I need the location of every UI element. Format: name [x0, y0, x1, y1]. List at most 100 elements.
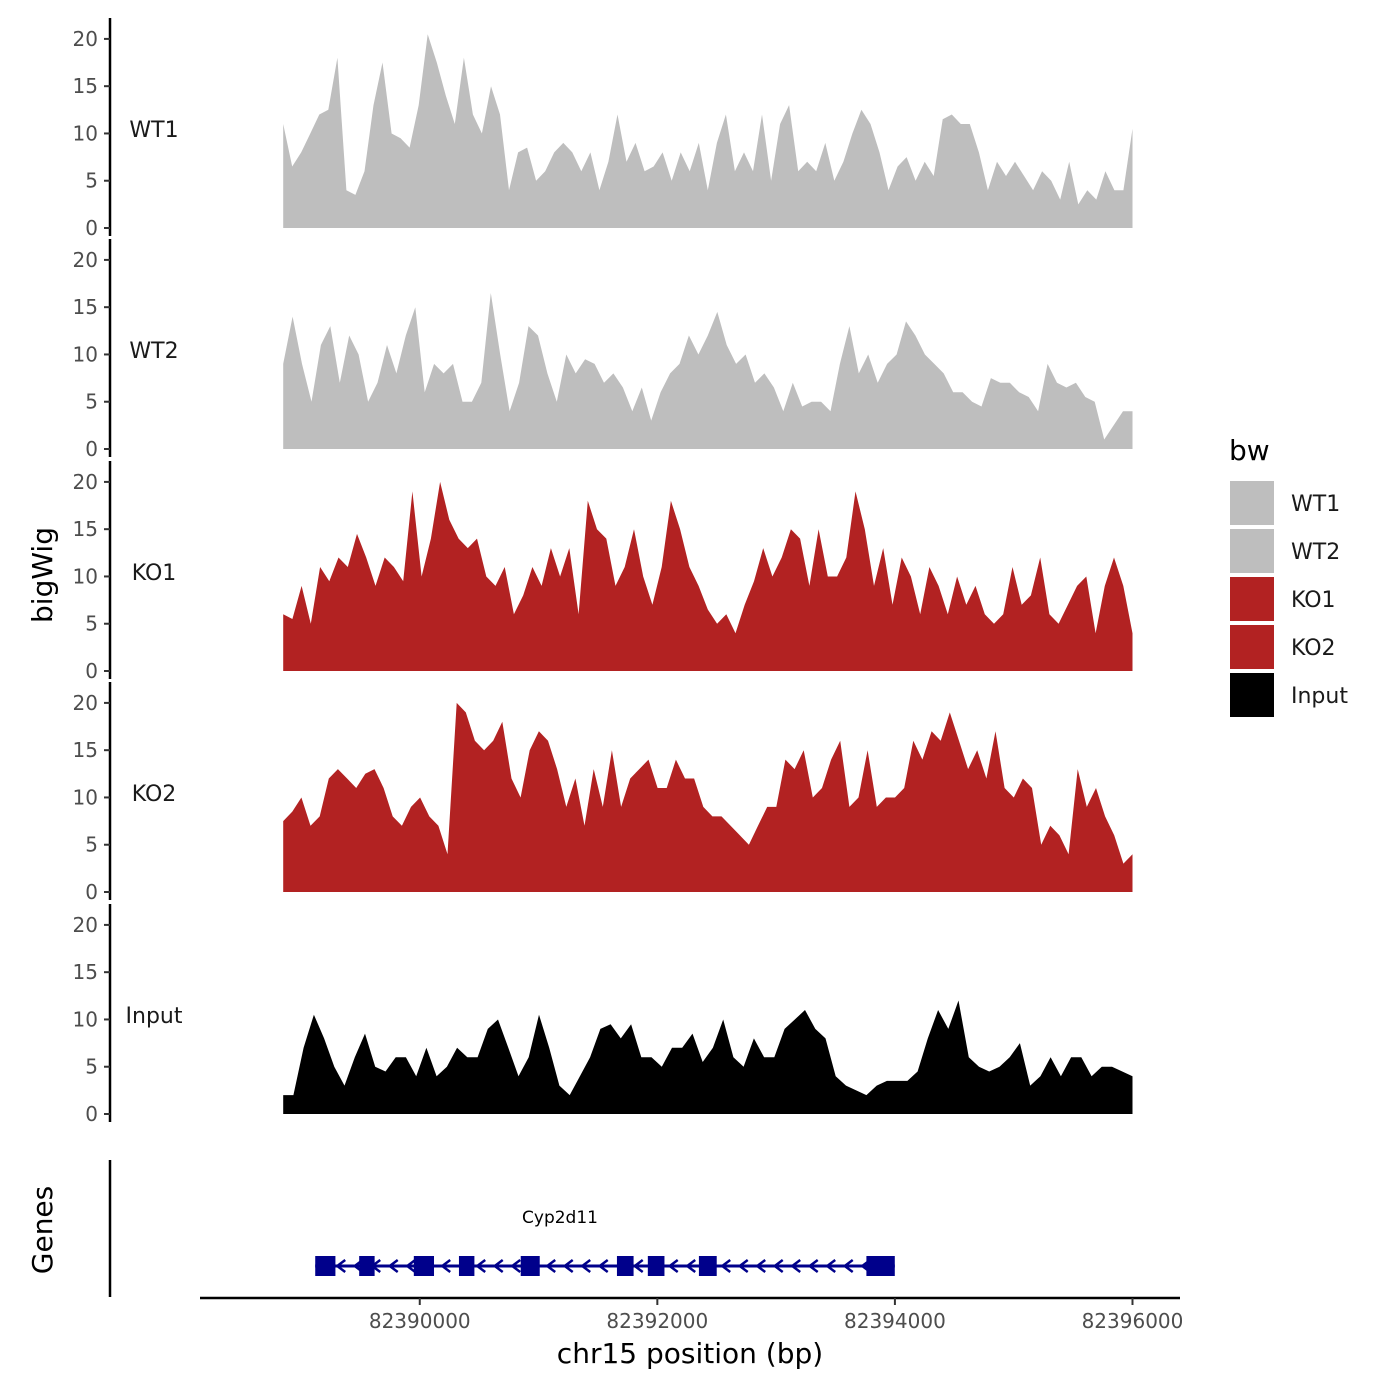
track-label: WT1	[129, 118, 178, 143]
exon	[616, 1256, 634, 1276]
x-axis-title: chr15 position (bp)	[557, 1337, 823, 1370]
strand-arrow	[825, 1259, 836, 1273]
y-tick-label: 20	[73, 248, 98, 272]
legend-swatch	[1228, 623, 1276, 671]
strand-arrow	[720, 1259, 731, 1273]
strand-arrow	[405, 1259, 416, 1273]
y-tick-label: 20	[73, 913, 98, 937]
track-input: 0 5 10 15 20 Input	[73, 904, 1133, 1126]
y-tick-label: 5	[85, 833, 98, 857]
area-ko2	[283, 702, 1133, 892]
y-tick-label: 15	[73, 74, 98, 98]
y-tick-label: 5	[85, 1055, 98, 1079]
legend-item-ko1: KO1	[1228, 575, 1336, 623]
strand-arrow	[440, 1259, 451, 1273]
strand-arrow	[510, 1259, 521, 1273]
exon	[413, 1256, 435, 1276]
strand-arrow	[545, 1259, 556, 1273]
y-tick-label: 20	[73, 470, 98, 494]
track-ko1: 0 5 10 15 20 KO1	[73, 461, 1133, 683]
legend-item-wt2: WT2	[1228, 527, 1340, 575]
y-tick-label: 15	[73, 738, 98, 762]
y-tick-label: 5	[85, 390, 98, 414]
y-tick-label: 0	[85, 216, 98, 240]
legend-title: bw	[1229, 434, 1270, 467]
y-tick-label: 0	[85, 659, 98, 683]
genes-axis-title: Genes	[26, 1186, 59, 1274]
exon	[315, 1256, 336, 1276]
strand-arrow	[685, 1259, 696, 1273]
track-wt2: 0 5 10 15 20 WT2	[73, 239, 1133, 461]
track-ko2: 0 5 10 15 20 KO2	[73, 682, 1133, 904]
strand-arrow	[492, 1259, 504, 1273]
strand-arrow	[667, 1259, 679, 1273]
strand-arrow	[772, 1259, 784, 1273]
legend-label: KO1	[1291, 588, 1336, 613]
area-wt2	[283, 293, 1133, 449]
exon	[458, 1256, 475, 1276]
y-tick-label: 15	[73, 517, 98, 541]
y-tick-label: 15	[73, 960, 98, 984]
legend-label: WT1	[1291, 492, 1340, 517]
legend-swatch	[1228, 479, 1276, 527]
strand-arrow	[580, 1259, 591, 1273]
track-label: WT2	[129, 339, 178, 364]
legend-swatch	[1228, 671, 1276, 719]
x-tick-label: 82396000	[1082, 1309, 1184, 1333]
legend-item-ko2: KO2	[1228, 623, 1336, 671]
exon	[698, 1256, 717, 1276]
strand-arrow	[475, 1259, 486, 1273]
gene-cyp2d11: Cyp2d11	[315, 1208, 895, 1276]
legend-label: KO2	[1291, 636, 1336, 661]
y-tick-label: 5	[85, 169, 98, 193]
legend-label: Input	[1291, 684, 1348, 709]
gene-label: Cyp2d11	[522, 1208, 598, 1228]
y-tick-label: 0	[85, 880, 98, 904]
y-tick-label: 10	[73, 121, 98, 145]
y-tick-label: 20	[73, 691, 98, 715]
x-axis: 82390000 82392000 82394000 82396000	[200, 1296, 1184, 1333]
y-tick-label: 0	[85, 1102, 98, 1126]
strand-arrow	[807, 1259, 819, 1273]
y-tick-label: 15	[73, 295, 98, 319]
area-ko1	[283, 481, 1133, 671]
exon	[647, 1256, 665, 1276]
legend: WT1 WT2 KO1 KO2 Input	[1228, 479, 1348, 719]
strand-arrow	[335, 1259, 346, 1273]
legend-swatch	[1228, 575, 1276, 623]
tracks: 0 5 10 15 20 WT1 0 5 10 15 20 WT2 0 5 10 15 20 KO1 0 5 10 15 2…	[73, 18, 1133, 1126]
strand-arrow	[790, 1259, 801, 1273]
track-label: KO2	[132, 782, 177, 807]
x-tick-label: 82390000	[369, 1309, 471, 1333]
exon	[520, 1256, 540, 1276]
legend-item-input: Input	[1228, 671, 1348, 719]
strand-arrow	[562, 1259, 574, 1273]
y-tick-label: 10	[73, 785, 98, 809]
area-wt1	[283, 34, 1133, 229]
track-label: KO1	[132, 561, 177, 586]
strand-arrow	[632, 1259, 644, 1273]
area-input	[283, 1000, 1133, 1114]
y-tick-label: 20	[73, 27, 98, 51]
legend-label: WT2	[1291, 540, 1340, 565]
exon	[866, 1256, 895, 1276]
legend-swatch	[1228, 527, 1276, 575]
y-tick-label: 10	[73, 342, 98, 366]
strand-arrow	[842, 1259, 854, 1273]
y-axis-title: bigWig	[26, 527, 59, 623]
legend-item-wt1: WT1	[1228, 479, 1340, 527]
y-tick-label: 5	[85, 612, 98, 636]
exon	[359, 1256, 375, 1276]
strand-arrow	[387, 1259, 399, 1273]
gene-track: Cyp2d11	[108, 1160, 895, 1297]
x-tick-label: 82392000	[606, 1309, 708, 1333]
strand-arrow	[737, 1259, 749, 1273]
strand-arrow	[755, 1259, 766, 1273]
y-tick-label: 10	[73, 1007, 98, 1031]
x-tick-label: 82394000	[844, 1309, 946, 1333]
strand-arrow	[597, 1259, 609, 1273]
track-wt1: 0 5 10 15 20 WT1	[73, 18, 1133, 240]
track-label: Input	[126, 1004, 183, 1029]
y-tick-label: 0	[85, 437, 98, 461]
